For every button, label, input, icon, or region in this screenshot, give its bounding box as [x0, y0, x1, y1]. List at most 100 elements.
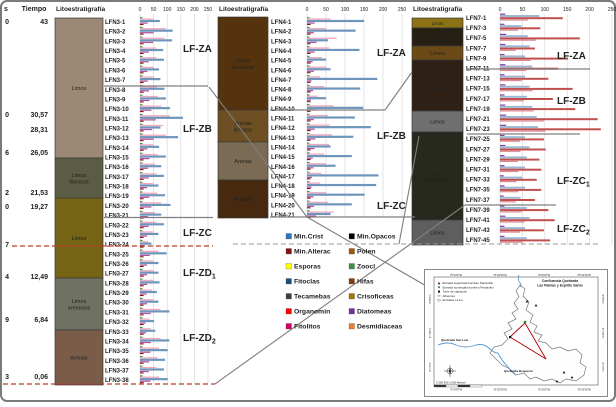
torre-captacion-marker — [523, 320, 527, 324]
map-legend-marker-square — [438, 290, 440, 293]
bar-speck — [307, 190, 310, 192]
bar-speck — [307, 65, 310, 67]
bar — [307, 18, 331, 20]
scale-bar: 0 250 500 1.000 Metros — [433, 381, 483, 388]
bar — [307, 126, 371, 129]
bar-speck — [140, 336, 143, 338]
bar-speck — [140, 52, 144, 55]
bar-speck — [140, 304, 144, 306]
sample-label: LFN3-36 — [105, 359, 129, 365]
map-coord-label: 75°33'30"W — [493, 273, 507, 277]
bar — [500, 158, 540, 161]
zone-label: LF-ZC2 — [557, 224, 590, 237]
legend-swatch — [348, 308, 355, 315]
bar — [307, 176, 312, 179]
bar-speck — [140, 159, 144, 161]
bar — [500, 69, 527, 72]
bar-speck — [307, 168, 311, 170]
bar-speck — [140, 140, 144, 142]
bar-speck — [140, 259, 143, 261]
sample-label: LFN3-14 — [105, 146, 129, 152]
legend-item-label: Polen — [357, 249, 376, 256]
sample-label: LFN7-37 — [466, 198, 490, 204]
bar — [140, 271, 159, 274]
sample-label: LFN3-28 — [105, 281, 129, 287]
legend-swatch — [285, 278, 292, 285]
bar — [140, 303, 148, 305]
map-coord-label: 75°33'0"W — [538, 388, 551, 392]
axis-tick-label: 100 — [341, 7, 350, 13]
bar-speck — [307, 81, 311, 83]
bar — [500, 205, 505, 207]
sample-label: LFN7-43 — [466, 228, 490, 234]
legend-item-label: Fitolitos — [294, 324, 321, 331]
bar-speck — [140, 123, 143, 125]
sample-label: LFN7-23 — [466, 127, 490, 133]
sample-label: LFN3-17 — [105, 175, 129, 181]
litho-segment — [54, 197, 104, 279]
map-coord-label: 75°34'0"W — [450, 388, 463, 392]
depth-value: 0 — [5, 19, 9, 26]
bar — [140, 225, 149, 227]
bar — [500, 221, 525, 223]
bar-speck — [140, 372, 144, 374]
bar — [140, 202, 162, 204]
tiempo-value: 28,31 — [30, 127, 48, 134]
bar — [140, 252, 167, 255]
depth-value: 0 — [5, 204, 9, 211]
bar — [140, 145, 160, 148]
litho-segment-label: Limos — [72, 236, 87, 242]
bar — [500, 186, 526, 189]
correlation-diagonal — [208, 86, 308, 218]
bar — [140, 212, 155, 214]
legend-item-label: Min.Opacos — [357, 234, 396, 241]
sample-label: LFN3-18 — [105, 185, 129, 191]
bar-speck — [140, 288, 143, 290]
bar-speck — [140, 191, 143, 193]
bar — [307, 61, 313, 63]
river-north — [517, 274, 522, 288]
bar — [140, 318, 150, 320]
litho-segment-label: limosas — [234, 128, 253, 134]
bar — [140, 232, 159, 236]
bar-speck — [140, 188, 144, 190]
bar-speck — [307, 23, 311, 25]
bar-speck — [307, 181, 310, 183]
bar-speck — [140, 297, 143, 300]
legend-swatch — [285, 233, 292, 240]
bar — [140, 339, 170, 342]
bar — [307, 155, 352, 158]
litho-segment — [217, 141, 269, 181]
bar — [307, 32, 314, 34]
bar — [307, 167, 314, 169]
bar — [500, 108, 576, 111]
bar-speck — [307, 101, 311, 103]
depth-value: 2 — [5, 190, 9, 197]
bar — [500, 19, 529, 21]
litho-segment — [217, 109, 269, 143]
litho-segment-label: grumosos — [425, 39, 449, 45]
bar — [140, 290, 157, 294]
bar-speck — [140, 81, 144, 84]
bar — [307, 28, 326, 30]
map-legend-marker-circle — [438, 286, 440, 289]
bar — [140, 28, 166, 30]
map-coord-label: 75°33'30"W — [493, 388, 507, 392]
bar-speck — [140, 343, 144, 345]
bar — [140, 260, 154, 262]
litho-segment — [54, 17, 104, 159]
axis-tick-label: 50 — [520, 7, 526, 13]
bar — [140, 329, 156, 332]
bar-speck — [307, 161, 310, 164]
bar-speck — [140, 72, 144, 74]
bar — [140, 163, 155, 165]
sample-label: LFN7-7 — [466, 46, 487, 52]
sample-label: LFN7-31 — [466, 168, 490, 174]
legend-swatch — [348, 263, 355, 270]
zone-label: LF-ZC — [183, 228, 212, 239]
bar — [307, 183, 377, 187]
bar-speck — [140, 111, 144, 113]
legend-item-label: Min.Crist — [294, 234, 324, 241]
correlation-diagonal — [214, 204, 466, 385]
